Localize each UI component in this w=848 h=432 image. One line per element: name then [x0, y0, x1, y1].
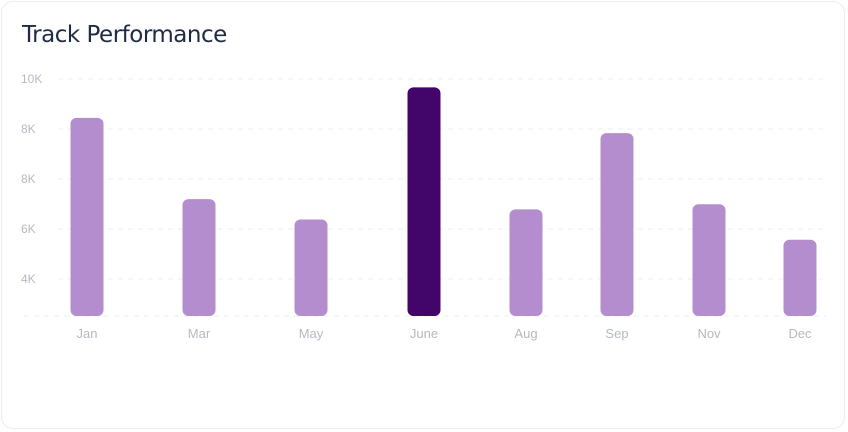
bar-june[interactable]	[407, 87, 441, 317]
y-tick-label: 6K	[21, 222, 36, 236]
x-tick-label: Mar	[188, 326, 211, 341]
x-tick-label: Sep	[605, 326, 628, 341]
bar-dec[interactable]	[783, 239, 817, 316]
chart-title: Track Performance	[22, 22, 227, 48]
bar-mar[interactable]	[182, 199, 216, 316]
bar-may[interactable]	[294, 219, 328, 316]
y-tick-label: 10K	[21, 72, 42, 86]
x-tick-label: Dec	[788, 326, 812, 341]
y-tick-label: 4K	[21, 272, 36, 286]
bar-aug[interactable]	[509, 209, 543, 316]
x-tick-label: June	[410, 326, 438, 341]
bar-jan[interactable]	[70, 117, 104, 316]
bar-sep[interactable]	[600, 133, 634, 316]
x-tick-label: Nov	[697, 326, 721, 341]
x-tick-label: Aug	[514, 326, 537, 341]
x-tick-label: May	[299, 326, 324, 341]
x-tick-label: Jan	[77, 326, 98, 341]
y-tick-label: 8K	[21, 172, 36, 186]
y-tick-label: 8K	[21, 122, 36, 136]
bar-nov[interactable]	[692, 204, 726, 316]
